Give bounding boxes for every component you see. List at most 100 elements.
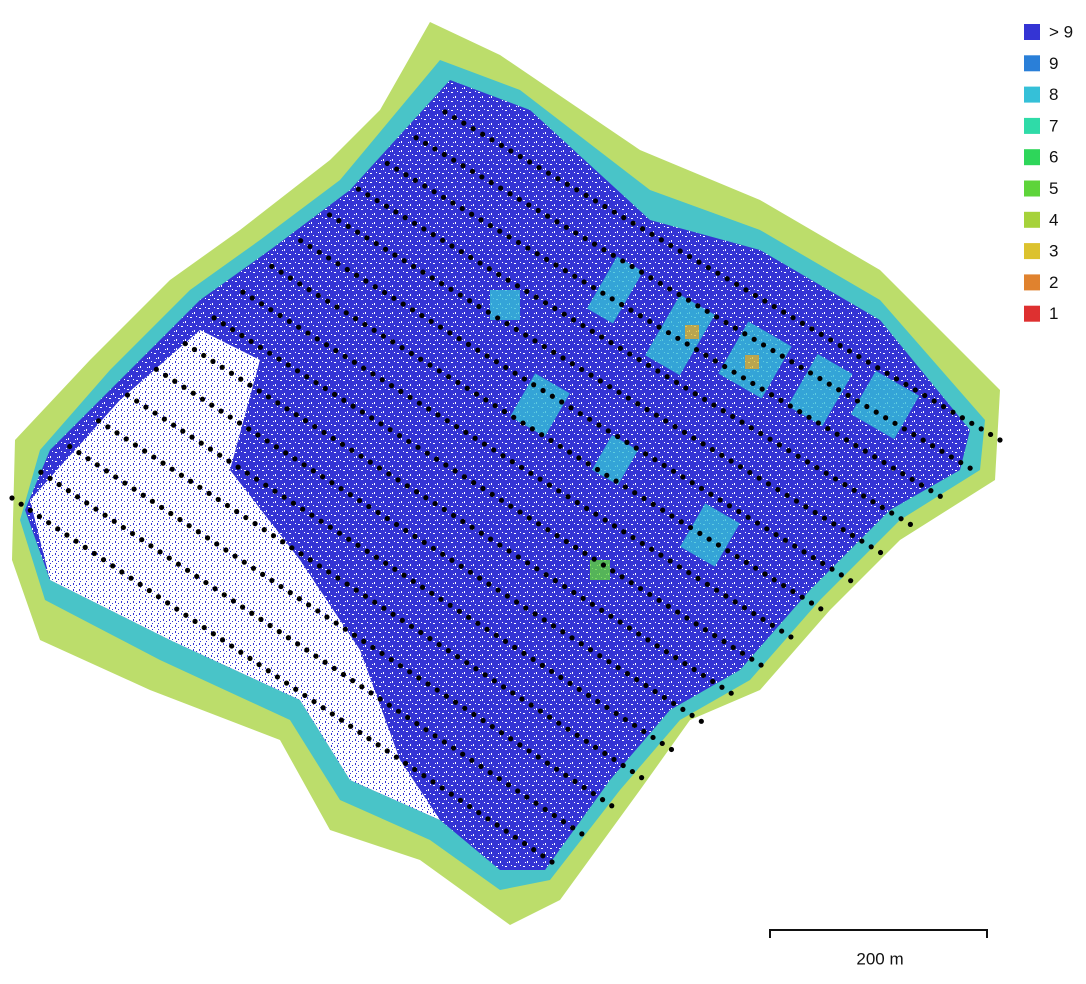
camera	[519, 465, 524, 470]
camera	[208, 447, 213, 452]
camera	[500, 453, 505, 458]
camera	[691, 435, 696, 440]
camera	[731, 645, 736, 650]
camera	[370, 371, 375, 376]
camera	[160, 461, 165, 466]
camera	[288, 275, 293, 280]
camera	[599, 334, 604, 339]
camera	[836, 387, 841, 392]
camera	[667, 286, 672, 291]
camera	[569, 635, 574, 640]
camera	[275, 400, 280, 405]
camera	[719, 453, 724, 458]
camera	[352, 633, 357, 638]
camera	[573, 545, 578, 550]
camera	[240, 290, 245, 295]
camera	[252, 521, 257, 526]
camera	[729, 691, 734, 696]
camera	[552, 306, 557, 311]
camera	[354, 588, 359, 593]
camera	[599, 608, 604, 613]
camera	[416, 675, 421, 680]
camera	[831, 521, 836, 526]
camera	[708, 492, 713, 497]
camera	[64, 532, 69, 537]
camera	[473, 436, 478, 441]
camera	[513, 835, 518, 840]
camera	[779, 628, 784, 633]
camera	[95, 462, 100, 467]
camera	[601, 247, 606, 252]
camera	[565, 494, 570, 499]
camera	[480, 486, 485, 491]
camera	[828, 337, 833, 342]
camera	[525, 245, 530, 250]
camera	[202, 625, 207, 630]
camera	[522, 376, 527, 381]
camera	[607, 384, 612, 389]
camera	[302, 462, 307, 467]
camera	[781, 583, 786, 588]
camera	[465, 386, 470, 391]
camera	[930, 443, 935, 448]
camera	[302, 693, 307, 698]
camera	[555, 176, 560, 181]
camera	[332, 666, 337, 671]
camera	[334, 620, 339, 625]
camera	[479, 531, 484, 536]
camera	[853, 443, 858, 448]
camera	[475, 348, 480, 353]
camera	[568, 405, 573, 410]
camera	[228, 414, 233, 419]
camera	[141, 493, 146, 498]
camera	[188, 479, 193, 484]
camera	[696, 260, 701, 265]
camera	[600, 797, 605, 802]
camera	[499, 498, 504, 503]
camera	[968, 466, 973, 471]
camera	[437, 368, 442, 373]
camera	[105, 424, 110, 429]
camera	[710, 447, 715, 452]
camera	[938, 494, 943, 499]
camera	[743, 287, 748, 292]
camera	[238, 650, 243, 655]
camera	[524, 289, 529, 294]
camera	[458, 798, 463, 803]
camera	[666, 604, 671, 609]
camera	[527, 515, 532, 520]
camera	[441, 195, 446, 200]
camera	[627, 625, 632, 630]
camera	[277, 313, 282, 318]
camera	[842, 482, 847, 487]
camera	[574, 187, 579, 192]
camera	[517, 197, 522, 202]
camera	[679, 519, 684, 524]
camera	[336, 218, 341, 223]
camera	[560, 629, 565, 634]
camera	[861, 493, 866, 498]
camera	[649, 232, 654, 237]
camera	[869, 544, 874, 549]
camera	[66, 488, 71, 493]
camera	[584, 739, 589, 744]
camera	[837, 343, 842, 348]
camera	[686, 298, 691, 303]
camera	[565, 182, 570, 187]
camera	[154, 367, 159, 372]
camera	[333, 348, 338, 353]
camera	[538, 708, 543, 713]
camera	[357, 730, 362, 735]
camera	[682, 430, 687, 435]
camera	[378, 696, 383, 701]
camera	[403, 215, 408, 220]
camera	[482, 441, 487, 446]
camera	[939, 449, 944, 454]
camera	[739, 420, 744, 425]
camera	[37, 514, 42, 519]
camera	[487, 266, 492, 271]
camera	[800, 595, 805, 600]
camera	[750, 381, 755, 386]
camera	[822, 516, 827, 521]
